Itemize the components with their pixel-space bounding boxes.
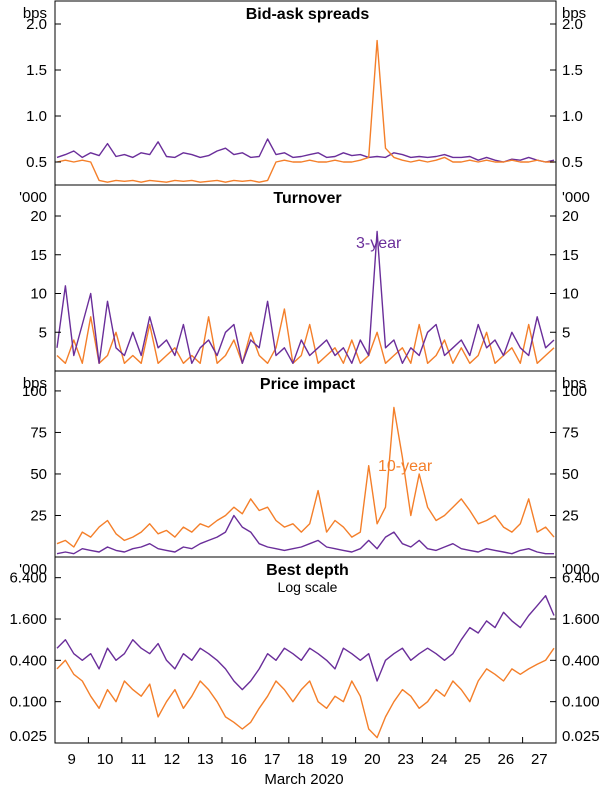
price-impact-left-tick-label: 75 — [30, 424, 47, 441]
bid-ask-spreads-series — [56, 39, 555, 183]
price-impact-frame — [54, 370, 557, 558]
x-axis-tick-label: 23 — [397, 751, 414, 768]
best-depth-right-tick-label: 6.400 — [562, 570, 600, 587]
price-impact-title: Price impact — [260, 376, 356, 393]
price-impact-left-unit: bps — [23, 375, 47, 392]
bid-ask-spreads-right-tick-label: 0.5 — [562, 154, 583, 171]
price-impact-right-unit: bps — [562, 375, 586, 392]
best-depth-left-tick-label: 6.400 — [9, 570, 47, 587]
x-axis-tick-label: 10 — [97, 751, 114, 768]
x-axis-tick-label: 13 — [197, 751, 214, 768]
x-axis-tick-label: 26 — [498, 751, 515, 768]
best-depth-right-tick-label: 0.400 — [562, 652, 600, 669]
panel-best-depth: 0.025 0.025 0.100 0.100 0.400 0.400 1.600 1.600… — [9, 556, 600, 745]
x-axis-tick-label: 12 — [164, 751, 181, 768]
x-axis-tick-label: 19 — [331, 751, 348, 768]
x-axis: 9 10 11 12 13 16 17 18 19 20 23 24 25 26 27 March 2020 — [54, 737, 557, 788]
x-axis-tick-label: 9 — [68, 751, 76, 768]
best-depth-right-tick-label: 0.100 — [562, 694, 600, 711]
bid-ask-spreads-right-unit: bps — [562, 5, 586, 22]
turnover-frame — [54, 184, 557, 372]
best-depth-subtitle: Log scale — [278, 579, 338, 595]
best-depth-right-tick-label: 0.025 — [562, 728, 600, 745]
price-impact-left-tick-label: 50 — [30, 466, 47, 483]
bid-ask-spreads-left-tick-label: 0.5 — [26, 154, 47, 171]
x-axis-tick-label: 24 — [431, 751, 448, 768]
price-impact-series — [56, 406, 555, 555]
bid-ask-spreads-left-tick-label: 1.5 — [26, 62, 47, 79]
price-impact-right-tick-label: 50 — [562, 466, 579, 483]
best-depth-title: Best depth — [266, 562, 349, 579]
bid-ask-spreads-3-year-line — [56, 138, 555, 163]
best-depth-left-unit: '000 — [19, 561, 47, 578]
best-depth-left-tick-label: 0.400 — [9, 652, 47, 669]
x-axis-tick-label: 27 — [531, 751, 548, 768]
bid-ask-spreads-10-year-line — [56, 39, 554, 183]
bid-ask-spreads-frame — [54, 0, 557, 186]
bid-ask-spreads-title: Bid-ask spreads — [246, 6, 370, 23]
x-axis-tick-label: 17 — [264, 751, 281, 768]
best-depth-3-year-line — [56, 595, 555, 691]
turnover-right-tick-label: 20 — [562, 208, 579, 225]
price-impact-right-tick-label: 100 — [562, 383, 587, 400]
best-depth-left-tick-label: 0.100 — [9, 694, 47, 711]
x-axis-tick-label: 25 — [464, 751, 481, 768]
turnover-right-tick-label: 10 — [562, 286, 579, 303]
turnover-title: Turnover — [273, 190, 341, 207]
turnover-3-year-line — [56, 230, 555, 364]
x-axis-ticks: 9 10 11 12 13 16 17 18 19 20 23 24 25 26 27 — [54, 737, 557, 768]
x-axis-tick-label: 18 — [297, 751, 314, 768]
price-impact-10-year-line — [56, 406, 555, 548]
best-depth-series — [56, 595, 555, 739]
price-impact-10-year-label: 10-year — [378, 458, 433, 475]
x-axis-title: March 2020 — [264, 771, 343, 788]
turnover-right-tick-label: 15 — [562, 247, 579, 264]
turnover-left-unit: '000 — [19, 189, 47, 206]
turnover-series — [56, 230, 555, 364]
best-depth-right-unit: '000 — [562, 561, 590, 578]
x-axis-tick-label: 16 — [230, 751, 247, 768]
bid-ask-spreads-left-tick-label: 2.0 — [26, 16, 47, 33]
turnover-left-tick-label: 15 — [30, 247, 47, 264]
price-impact-3-year-line — [56, 514, 554, 555]
bid-ask-spreads-right-tick-label: 2.0 — [562, 16, 583, 33]
price-impact-right-tick-label: 75 — [562, 424, 579, 441]
turnover-left-tick-label: 10 — [30, 286, 47, 303]
bid-ask-spreads-right-tick-label: 1.0 — [562, 108, 583, 125]
panel-turnover: 3-year 5 5 10 10 15 15 20 20 '000 '000 Turnover — [19, 184, 590, 372]
best-depth-left-tick-label: 0.025 — [9, 728, 47, 745]
turnover-left-tick-label: 20 — [30, 208, 47, 225]
price-impact-left-tick-label: 25 — [30, 507, 47, 524]
turnover-right-unit: '000 — [562, 189, 590, 206]
best-depth-right-tick-label: 1.600 — [562, 611, 600, 628]
bid-ask-spreads-left-tick-label: 1.0 — [26, 108, 47, 125]
turnover-left-tick-label: 5 — [39, 324, 47, 341]
turnover-3-year-label: 3-year — [356, 235, 402, 252]
bid-ask-spreads-right-tick-label: 1.5 — [562, 62, 583, 79]
x-axis-tick-label: 11 — [131, 751, 147, 768]
price-impact-left-tick-label: 100 — [22, 383, 47, 400]
turnover-10-year-line — [56, 308, 555, 364]
best-depth-left-tick-label: 1.600 — [9, 611, 47, 628]
bid-ask-spreads-left-unit: bps — [23, 5, 47, 22]
x-axis-tick-label: 20 — [364, 751, 381, 768]
turnover-right-tick-label: 5 — [562, 324, 570, 341]
best-depth-frame — [54, 556, 557, 744]
price-impact-right-tick-label: 25 — [562, 507, 579, 524]
best-depth-10-year-line — [56, 647, 555, 739]
